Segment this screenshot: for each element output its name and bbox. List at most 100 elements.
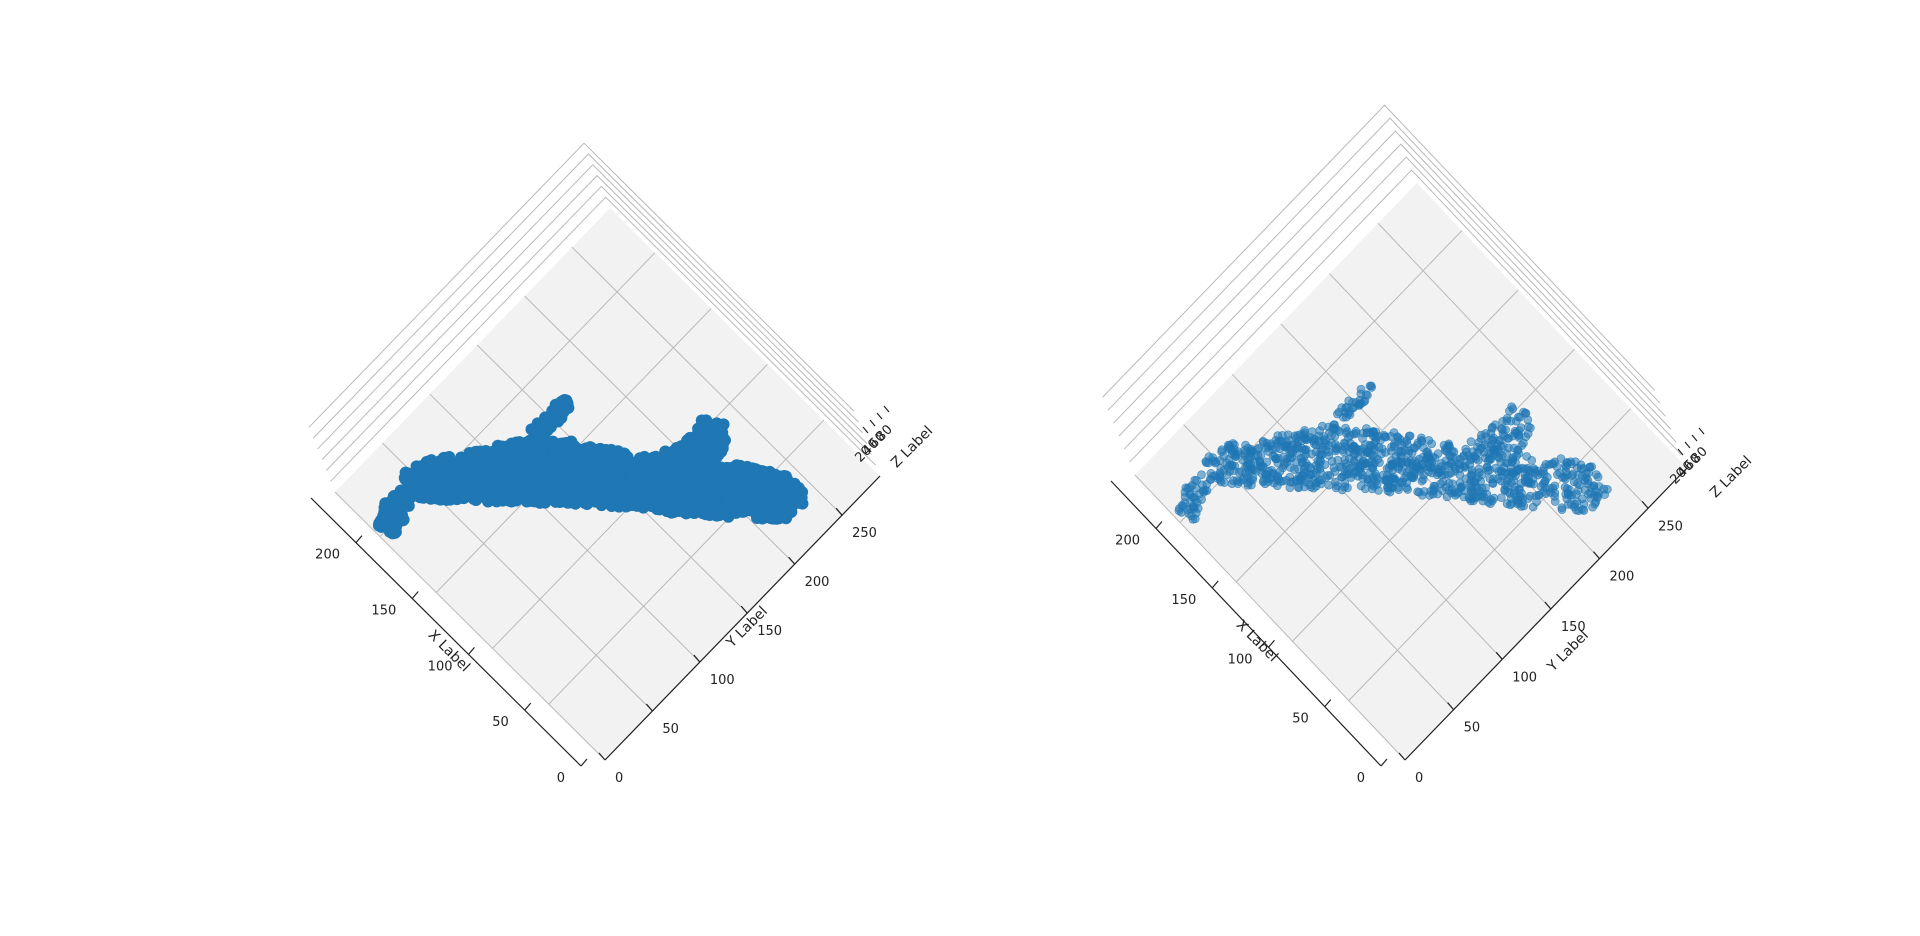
scatter-point [1393,432,1402,442]
scatter-point [1224,455,1234,464]
scatter-point [1269,478,1279,488]
y-tick-label: 200 [1609,570,1634,585]
scatter-point [1351,444,1361,454]
y-grid-line [1134,474,1406,761]
scatter-point [486,454,499,467]
x-tick [1324,699,1332,708]
scatter-point [775,470,788,483]
scatter-point [1561,489,1571,499]
scatter-point [1515,413,1525,422]
scatter-point [661,464,674,477]
y-tick-label: 250 [852,526,877,541]
scatter-point [494,470,507,483]
x-tick [468,646,475,655]
scatter-point [1387,442,1396,452]
scatter-point [1333,409,1342,419]
y-tick-label: 100 [710,673,735,688]
scatter-point [1600,490,1609,499]
scatter-point [1470,478,1480,487]
y-tick-label: 150 [1561,620,1586,635]
scatter-point [1339,447,1348,456]
scatter-point [1302,434,1312,444]
scatter-point [792,496,805,509]
scatter-point [1530,468,1540,477]
scatter-point [1491,463,1500,473]
scatter-point [1368,451,1377,460]
scatter-point [591,464,604,477]
y-tick-label: 50 [1464,721,1481,736]
z-grid-line [321,174,868,460]
y-grid-line [1231,373,1503,660]
x-tick-label: 200 [315,548,340,563]
scatter-point [759,505,772,518]
scatter-point [1483,466,1493,476]
scatter-point [495,441,508,454]
scatter-point [699,508,712,521]
scatter-point [513,436,526,449]
y-grid-line [1329,273,1600,559]
scatter-point [639,461,652,474]
scatter-point [1258,463,1268,472]
z-tick [862,426,869,434]
scatter-point [468,487,481,500]
scatter-point [1381,448,1390,457]
scatter-point [796,486,809,499]
scatter-point [1511,458,1520,467]
scatter-point [1193,504,1203,513]
scatter-point [1358,459,1367,469]
scatter-point [708,424,721,437]
scatter-point [1215,472,1224,482]
scatter-point [1500,485,1510,495]
scatter-point [1471,454,1481,464]
scatter-point [692,422,705,435]
scatter-point [1417,476,1427,486]
y-grid-line [571,246,843,516]
z-tick [883,405,890,413]
scatter-point [1486,440,1496,449]
scatter-point [1292,448,1302,458]
y-tick [1544,601,1552,610]
scatter-point [1577,494,1587,504]
scatter-point [1294,483,1303,493]
scatter-point [1517,463,1527,473]
scatter-point [659,445,672,458]
scatter-point [1444,478,1454,488]
scatter-point [1397,453,1406,463]
scatter-point [536,471,549,484]
scatter-point [1225,444,1234,454]
scatter-point [1298,457,1307,467]
scatter-point [1531,491,1541,501]
scatter-point [1502,476,1512,486]
scatter-point [454,463,467,476]
x-tick-label: 50 [1292,712,1309,727]
scatter-point [1555,468,1565,478]
scatter-point [1566,457,1575,467]
scatter-point [1381,432,1391,442]
scatter-point [1476,434,1486,444]
scatter-point [1487,423,1497,433]
scatter-point [1320,438,1330,448]
scatter3d-plot-right: X Label Y Label Z Label 0501001502000501… [1102,104,1755,786]
scatter-point [1366,381,1376,391]
scatter-point [443,462,456,475]
scatter-point [1498,429,1508,438]
scatter-point [1434,468,1444,478]
y-tick-label: 100 [1512,670,1537,685]
z-grid-line [1129,169,1682,463]
scatter-point [1523,494,1533,503]
scatter-point [1340,439,1350,448]
x-tick [355,535,363,544]
scatter-point [771,511,784,524]
scatter-point [1414,487,1424,497]
scatter-point [582,454,595,467]
scatter-point [523,469,536,482]
scatter-point [544,420,557,433]
scatter-point [1516,502,1526,511]
scatter-point [547,457,560,470]
scatter-point [1318,421,1327,431]
scatter-point [580,475,593,488]
y-grid-line [1377,222,1649,509]
y-tick [1398,752,1406,761]
scatter-point [1365,428,1375,437]
